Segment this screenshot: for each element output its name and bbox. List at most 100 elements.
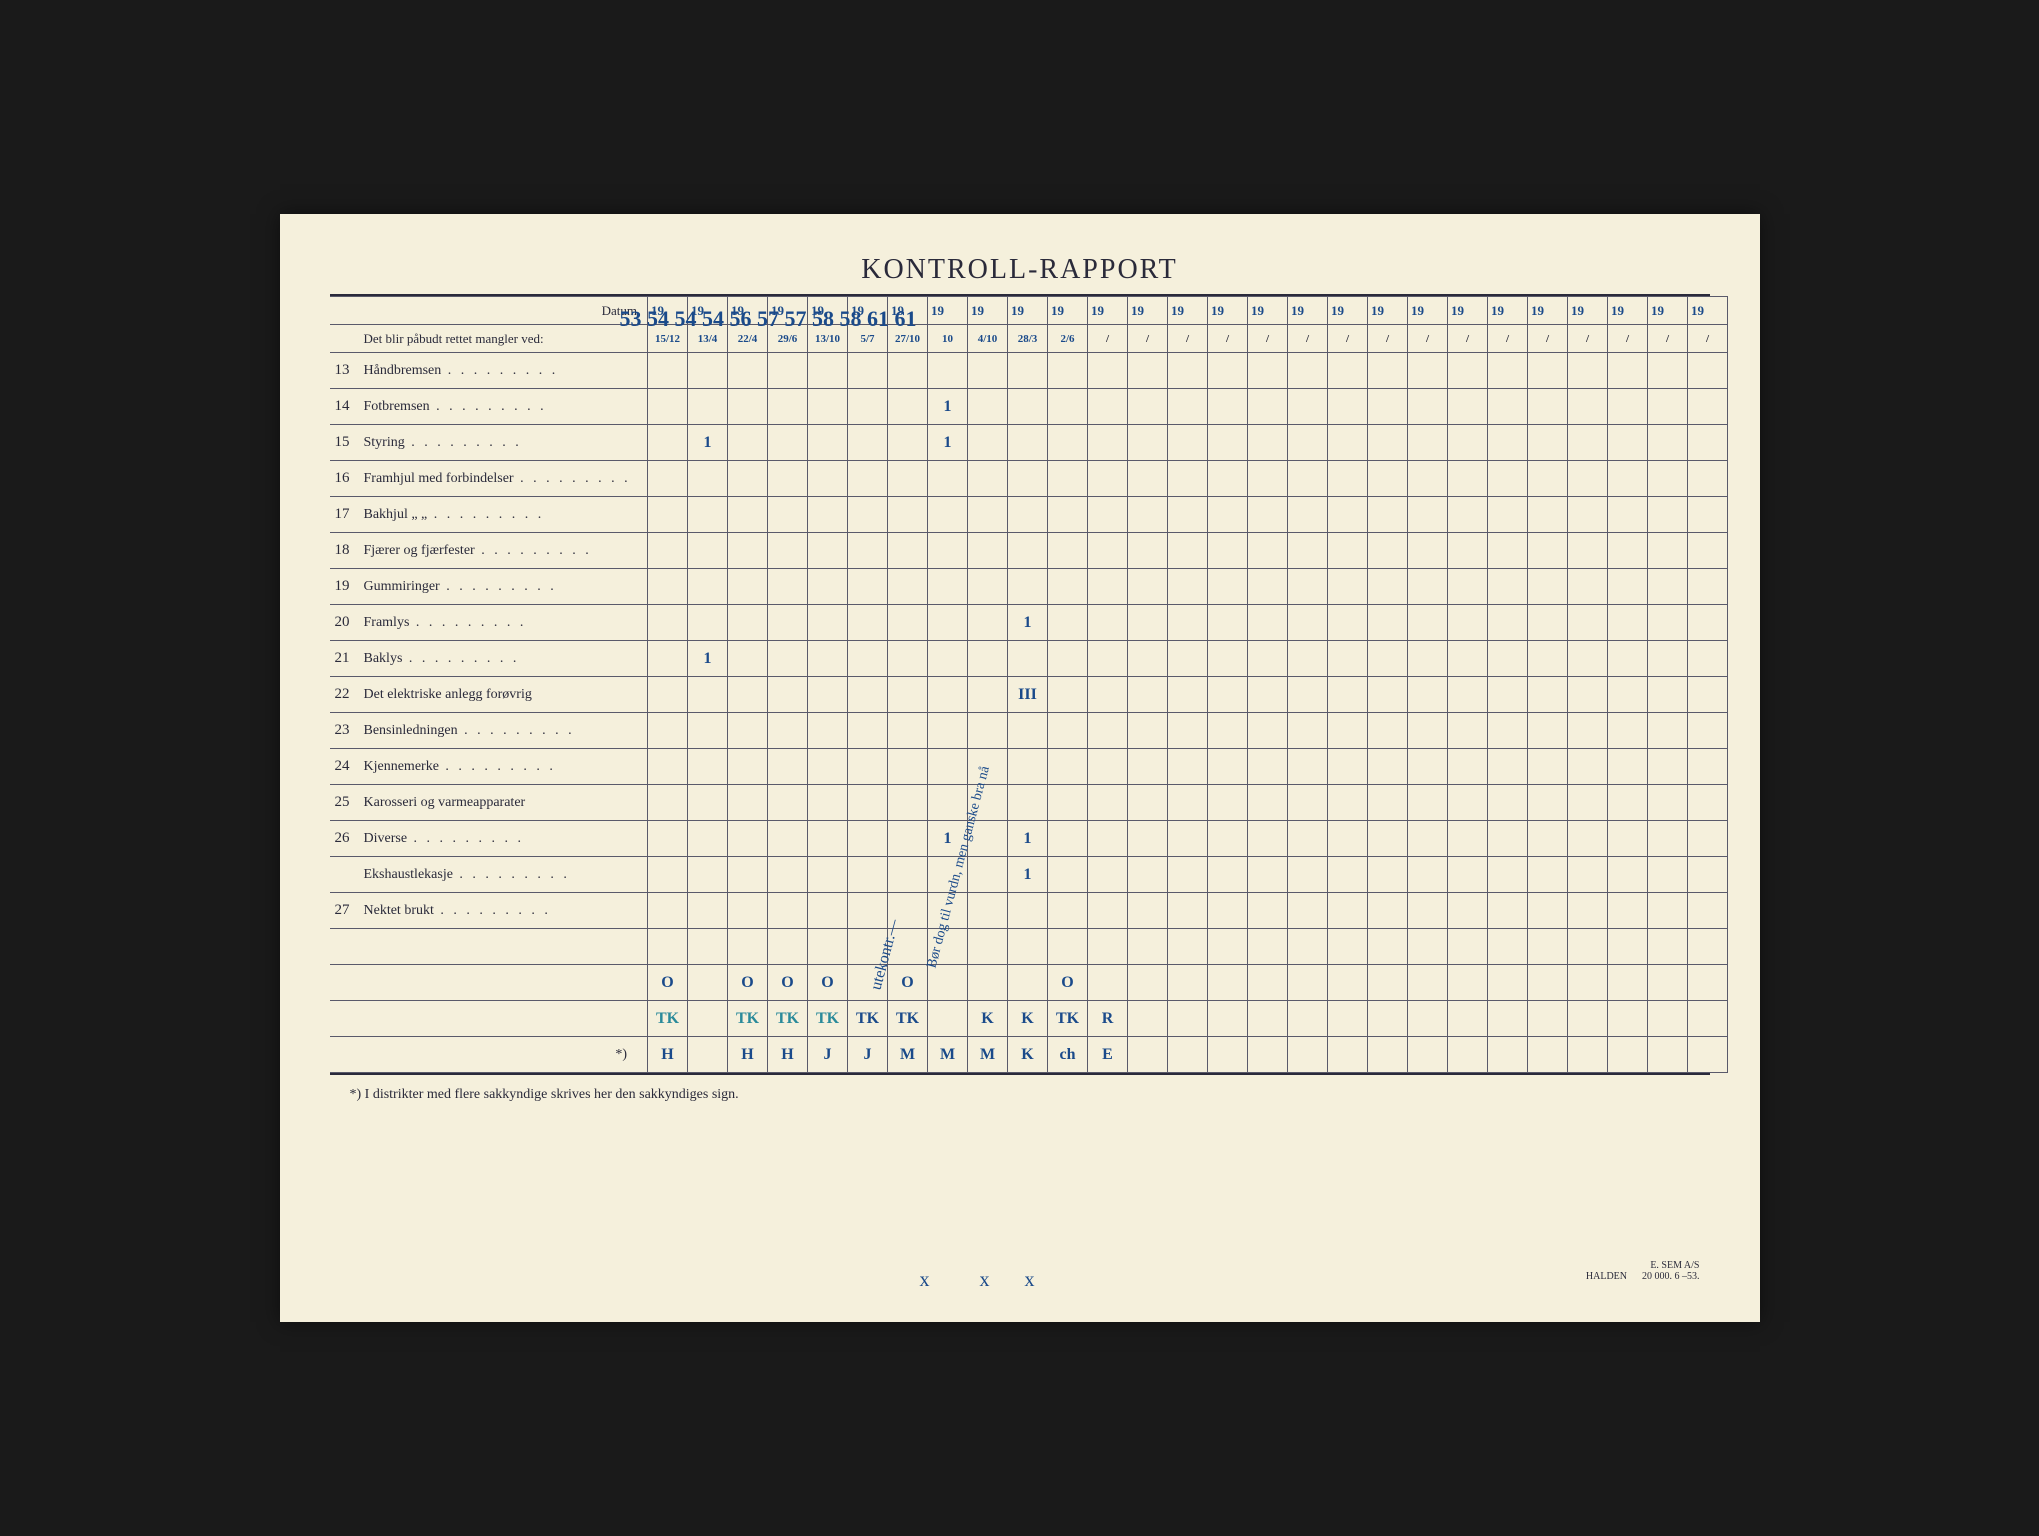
x-mark-3: x <box>1025 1269 1035 1292</box>
row-number: 14 <box>330 389 358 425</box>
empty-cell <box>330 1037 358 1073</box>
empty-cell <box>1608 929 1648 965</box>
data-cell <box>1288 425 1328 461</box>
data-cell: 1 <box>928 389 968 425</box>
data-cell <box>968 605 1008 641</box>
data-cell <box>968 533 1008 569</box>
data-cell <box>1208 641 1248 677</box>
year-header-cell: 19 <box>1408 297 1448 325</box>
data-cell <box>648 713 688 749</box>
signature-cell: M <box>928 1037 968 1073</box>
data-cell <box>768 677 808 713</box>
data-cell <box>1408 353 1448 389</box>
data-cell <box>1008 641 1048 677</box>
data-cell <box>1568 713 1608 749</box>
data-cell <box>1528 605 1568 641</box>
data-cell <box>1368 857 1408 893</box>
printer-mark: E. SEM A/S HALDEN 20 000. 6 –53. <box>1586 1260 1700 1282</box>
empty-cell <box>1648 929 1688 965</box>
signature-cell <box>1248 1037 1288 1073</box>
data-cell <box>1368 425 1408 461</box>
data-cell <box>648 425 688 461</box>
data-cell <box>648 641 688 677</box>
row-label: Bakhjul „ „ <box>358 497 648 533</box>
data-cell <box>768 425 808 461</box>
data-cell <box>1288 533 1328 569</box>
empty-cell <box>358 929 648 965</box>
year-header-cell: 19 <box>1208 297 1248 325</box>
empty-cell <box>688 929 728 965</box>
data-cell <box>1208 677 1248 713</box>
data-cell <box>1008 497 1048 533</box>
signature-cell <box>1128 1037 1168 1073</box>
data-cell <box>1608 821 1648 857</box>
data-cell <box>848 569 888 605</box>
data-cell <box>1048 677 1088 713</box>
data-cell <box>688 677 728 713</box>
data-cell <box>848 533 888 569</box>
data-cell <box>808 353 848 389</box>
data-cell <box>1048 821 1088 857</box>
data-cell <box>728 641 768 677</box>
data-cell <box>768 857 808 893</box>
data-cell <box>808 785 848 821</box>
data-cell <box>848 389 888 425</box>
data-cell <box>1608 749 1648 785</box>
row-number: 18 <box>330 533 358 569</box>
data-cell <box>1448 677 1488 713</box>
empty-cell <box>330 1001 358 1037</box>
data-cell <box>1248 641 1288 677</box>
data-cell <box>1648 893 1688 929</box>
empty-cell <box>330 929 358 965</box>
data-cell <box>808 749 848 785</box>
empty-cell <box>358 965 648 1001</box>
data-cell <box>1608 497 1648 533</box>
data-cell <box>968 389 1008 425</box>
data-cell <box>688 749 728 785</box>
data-cell <box>728 353 768 389</box>
printer-line1: E. SEM A/S <box>1650 1260 1699 1271</box>
data-cell <box>1408 569 1448 605</box>
data-cell <box>968 461 1008 497</box>
data-cell <box>1448 569 1488 605</box>
year-header-cell: 19 <box>1448 297 1488 325</box>
data-cell <box>808 461 848 497</box>
data-cell <box>648 821 688 857</box>
empty-cell <box>1488 929 1528 965</box>
data-cell <box>1248 785 1288 821</box>
date-cell: / <box>1488 325 1528 353</box>
empty-cell <box>1328 929 1368 965</box>
data-cell <box>768 821 808 857</box>
data-cell <box>1368 605 1408 641</box>
empty-cell <box>728 929 768 965</box>
data-cell <box>1208 569 1248 605</box>
data-cell <box>1648 821 1688 857</box>
data-cell <box>1568 785 1608 821</box>
printer-line2: HALDEN <box>1586 1271 1627 1282</box>
data-cell <box>1368 533 1408 569</box>
data-cell <box>1568 497 1608 533</box>
data-cell <box>1328 893 1368 929</box>
data-cell <box>1408 605 1448 641</box>
row-number: 19 <box>330 569 358 605</box>
data-cell <box>1648 425 1688 461</box>
data-cell <box>808 857 848 893</box>
data-cell <box>1488 821 1528 857</box>
signature-cell <box>688 1037 728 1073</box>
data-cell <box>1688 353 1728 389</box>
data-cell <box>1488 713 1528 749</box>
data-cell <box>1688 605 1728 641</box>
data-cell <box>1128 677 1168 713</box>
data-cell <box>1608 893 1648 929</box>
data-cell <box>1368 893 1408 929</box>
signature-cell <box>1128 965 1168 1001</box>
data-cell <box>928 641 968 677</box>
empty-cell <box>1528 929 1568 965</box>
data-cell <box>1408 677 1448 713</box>
signature-cell: O <box>728 965 768 1001</box>
year-header-cell: 19 <box>1648 297 1688 325</box>
data-cell <box>1168 857 1208 893</box>
data-cell <box>1568 461 1608 497</box>
handwritten-years: 53 54 54 54 56 57 57 58 58 61 61 <box>620 306 917 332</box>
data-cell <box>1488 857 1528 893</box>
